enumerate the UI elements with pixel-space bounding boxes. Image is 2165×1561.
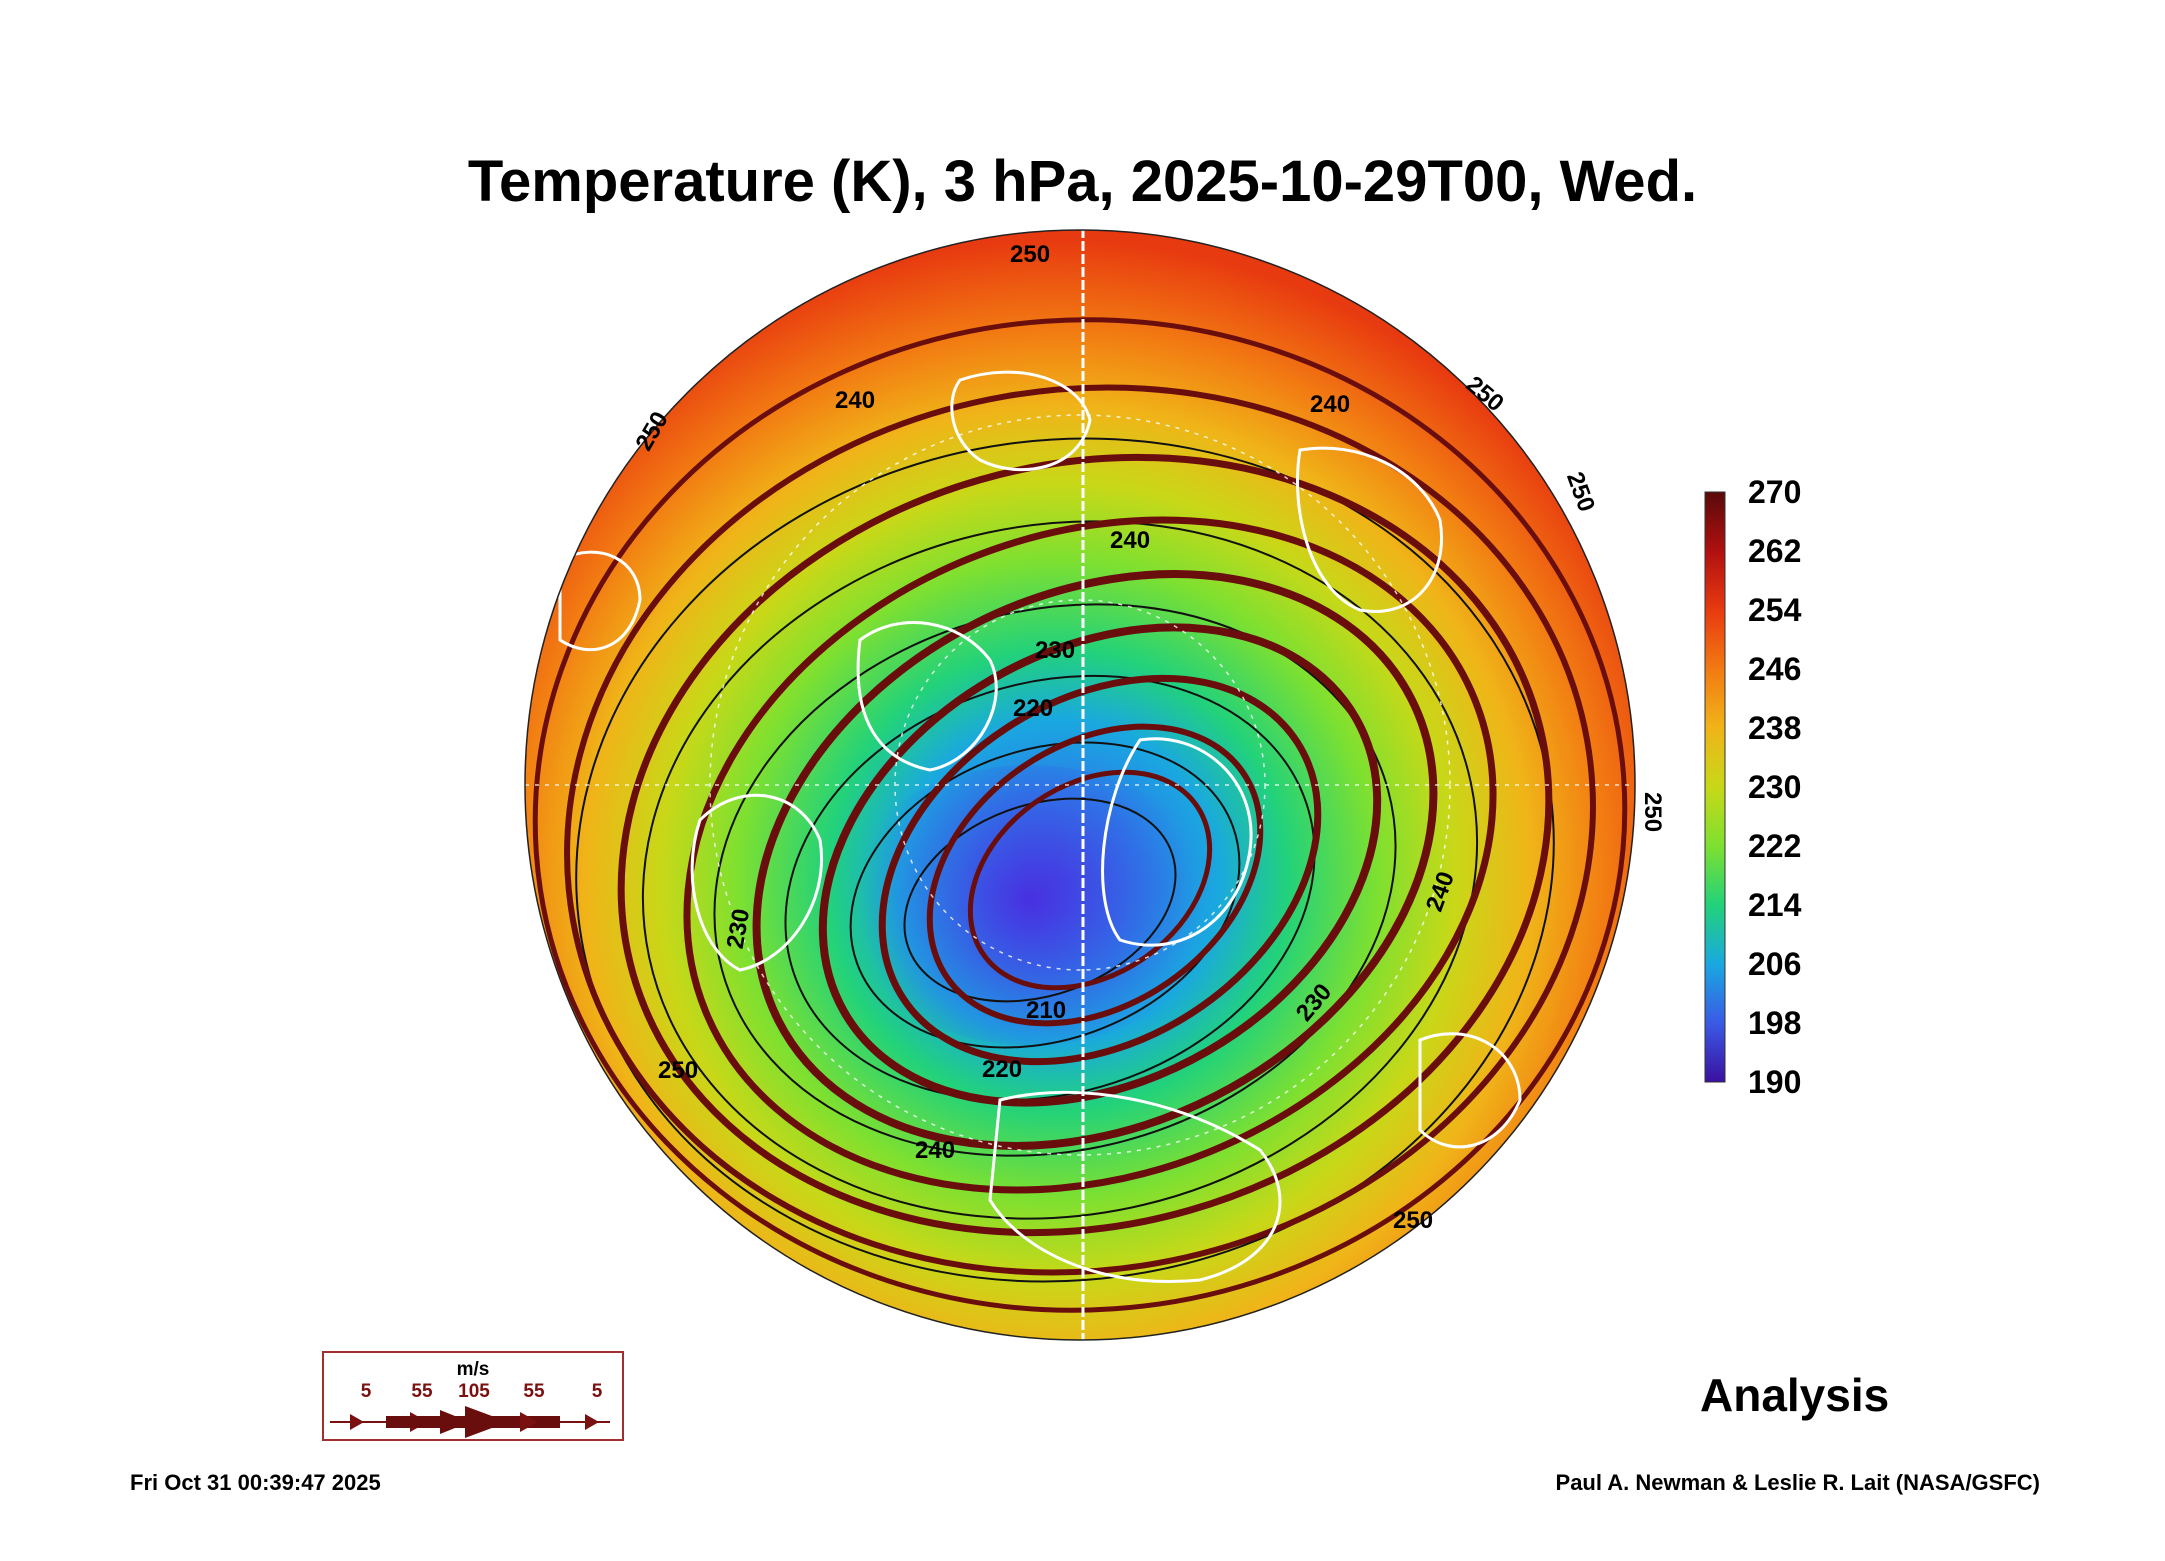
contour-label: 220	[1013, 695, 1053, 722]
wind-legend-values: 5 55 105 55 5	[324, 1381, 622, 1405]
contour-label: 240	[915, 1137, 955, 1164]
colorbar-tick: 238	[1748, 710, 1801, 746]
colorbar-tick: 198	[1748, 1005, 1801, 1041]
wind-legend-value: 5	[360, 1381, 372, 1402]
contour-label: 250	[1639, 792, 1666, 832]
lat-lon-grid	[525, 414, 1635, 1156]
colorbar-tick: 222	[1748, 828, 1801, 864]
wind-legend-arrow	[330, 1406, 610, 1438]
wind-legend-value: 55	[411, 1381, 433, 1402]
timestamp: Fri Oct 31 00:39:47 2025	[130, 1470, 381, 1495]
contour-label: 230	[1035, 637, 1075, 664]
colorbar-tick: 246	[1748, 651, 1801, 687]
colorbar-tick: 206	[1748, 946, 1801, 982]
page-title: Temperature (K), 3 hPa, 2025-10-29T00, W…	[467, 149, 1698, 214]
temperature-field	[524, 228, 1636, 1341]
wind-legend-value: 105	[458, 1381, 490, 1402]
contour-label: 240	[835, 387, 875, 414]
contour-label: 240	[1310, 391, 1350, 418]
credit-line: Paul A. Newman & Leslie R. Lait (NASA/GS…	[1555, 1470, 2040, 1495]
colorbar-tick: 190	[1748, 1064, 1801, 1100]
wind-streamlines	[532, 317, 1628, 1313]
wind-legend-value: 55	[523, 1381, 545, 1402]
coastlines	[558, 370, 1522, 1283]
colorbar-tick: 230	[1748, 769, 1801, 805]
wind-legend-unit: m/s	[456, 1359, 490, 1380]
colorbar-gradient	[1704, 491, 1726, 1083]
colorbar-labels: 270 262 254 246 238 230 222 214 206 198 …	[1748, 474, 1802, 1100]
contour-label: 250	[1010, 241, 1050, 268]
contour-label: 250	[1393, 1207, 1433, 1234]
contour-label: 210	[1026, 997, 1066, 1024]
colorbar: 270 262 254 246 238 230 222 214 206 198 …	[1704, 474, 1802, 1100]
wind-speed-legend: m/s 5 55 105 55 5	[322, 1351, 624, 1441]
contour-label: 240	[1110, 527, 1150, 554]
colorbar-tick: 254	[1748, 592, 1802, 628]
analysis-label: Analysis	[1700, 1369, 1890, 1421]
colorbar-tick: 270	[1748, 474, 1801, 510]
contour-label: 250	[658, 1057, 698, 1084]
colorbar-tick: 214	[1748, 887, 1802, 923]
contour-label: 250	[1561, 468, 1600, 515]
colorbar-tick: 262	[1748, 533, 1801, 569]
wind-legend-value: 5	[591, 1381, 603, 1402]
contour-label: 220	[982, 1056, 1022, 1083]
